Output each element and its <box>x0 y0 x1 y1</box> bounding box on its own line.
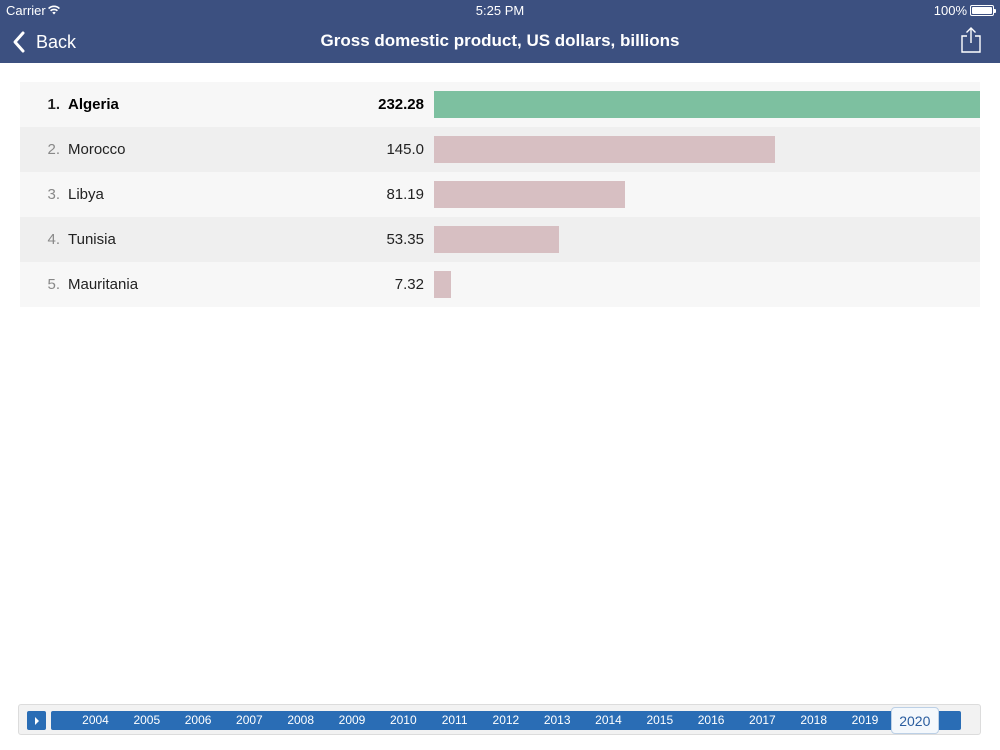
year-2008[interactable]: 2008 <box>287 713 315 727</box>
play-button[interactable] <box>27 711 46 730</box>
value-bar <box>434 181 625 208</box>
back-label: Back <box>36 31 77 52</box>
year-2013[interactable]: 2013 <box>543 713 571 727</box>
clock: 5:25 PM <box>475 3 525 18</box>
year-2015[interactable]: 2015 <box>646 713 674 727</box>
table-row[interactable]: 2. Morocco 145.0 <box>20 127 980 172</box>
value-bar <box>434 226 559 253</box>
chevron-left-icon <box>13 31 25 53</box>
navigation-bar: Carrier 5:25 PM 100% Back Gross domestic… <box>0 0 1000 63</box>
year-2009[interactable]: 2009 <box>338 713 366 727</box>
table-row[interactable]: 3. Libya 81.19 <box>20 172 980 217</box>
country-name: Morocco <box>68 141 126 158</box>
battery-icon <box>970 5 996 16</box>
year-2018[interactable]: 2018 <box>800 713 828 727</box>
rank-label: 4. <box>47 231 60 248</box>
year-timeline: 2004 2005 2006 2007 2008 2009 2010 2011 2012 2013… <box>18 704 981 735</box>
year-2004[interactable]: 2004 <box>82 713 109 727</box>
ranking-chart: 1. Algeria 232.28 2. Morocco 145.0 3. Libya 81.1… <box>20 82 980 307</box>
year-2020[interactable]: 2020 <box>890 707 939 734</box>
country-name: Libya <box>68 186 104 203</box>
share-icon[interactable] <box>960 26 982 54</box>
value-label: 145.0 <box>386 141 424 158</box>
value-bar <box>434 271 451 298</box>
wifi-icon <box>48 5 60 15</box>
year-2005[interactable]: 2005 <box>133 713 161 727</box>
value-label: 53.35 <box>386 231 424 248</box>
year-2007[interactable]: 2007 <box>236 713 263 727</box>
carrier-label: Carrier <box>6 3 46 18</box>
year-2019[interactable]: 2019 <box>851 713 879 727</box>
year-2010[interactable]: 2010 <box>389 713 417 727</box>
year-track[interactable]: 2004 2005 2006 2007 2008 2009 2010 2011 2012 2013… <box>51 707 961 734</box>
value-bar <box>434 136 775 163</box>
rank-label: 5. <box>47 276 60 293</box>
country-name: Algeria <box>68 96 119 113</box>
country-name: Tunisia <box>68 231 116 248</box>
page-title: Gross domestic product, US dollars, bill… <box>320 31 680 50</box>
year-2017[interactable]: 2017 <box>749 713 776 727</box>
rank-label: 3. <box>47 186 60 203</box>
rank-label: 1. <box>47 96 60 113</box>
value-label: 81.19 <box>386 186 424 203</box>
year-2012[interactable]: 2012 <box>492 713 520 727</box>
table-row[interactable]: 1. Algeria 232.28 <box>20 82 980 127</box>
country-name: Mauritania <box>68 276 139 293</box>
year-2006[interactable]: 2006 <box>184 713 212 727</box>
table-row[interactable]: 5. Mauritania 7.32 <box>20 262 980 307</box>
rank-label: 2. <box>47 141 60 158</box>
status-bar: Carrier 5:25 PM 100% <box>0 0 1000 20</box>
value-bar <box>434 91 980 118</box>
play-icon <box>34 716 39 725</box>
table-row[interactable]: 4. Tunisia 53.35 <box>20 217 980 262</box>
value-label: 232.28 <box>378 96 424 113</box>
year-2011[interactable]: 2011 <box>441 713 468 727</box>
back-button[interactable]: Back <box>10 28 76 56</box>
value-label: 7.32 <box>394 276 424 293</box>
battery-percentage: 100% <box>933 3 967 18</box>
year-2016[interactable]: 2016 <box>697 713 725 727</box>
year-2014[interactable]: 2014 <box>595 713 622 727</box>
